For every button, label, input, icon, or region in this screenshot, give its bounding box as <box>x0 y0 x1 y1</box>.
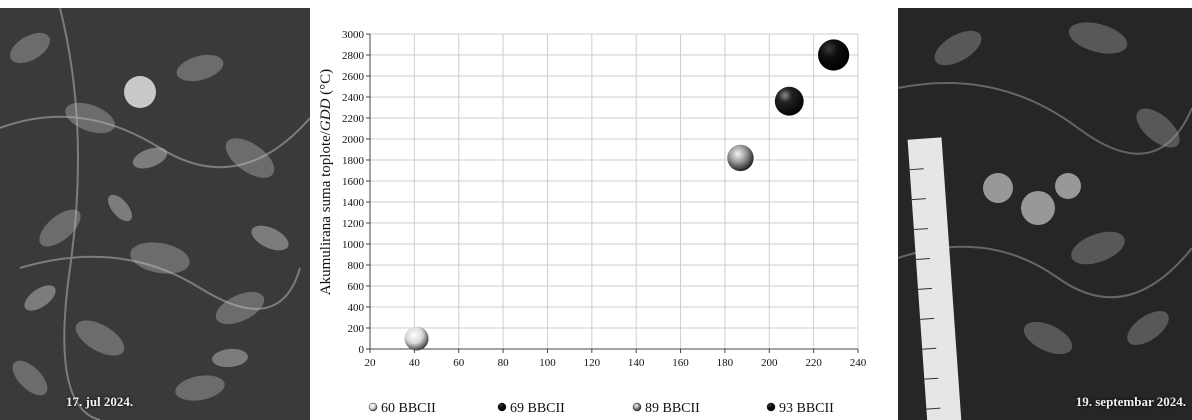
y-tick-label: 0 <box>359 344 365 356</box>
legend-marker-3 <box>632 402 642 412</box>
x-tick-label: 140 <box>628 357 645 369</box>
y-tick-label: 2200 <box>342 113 365 125</box>
y-tick-label: 2800 <box>342 50 365 62</box>
axes <box>366 33 859 353</box>
y-tick-label: 3000 <box>342 29 365 41</box>
data-points <box>404 39 850 351</box>
y-tick-label: 800 <box>348 260 365 272</box>
data-point-3 <box>774 86 804 116</box>
x-tick-label: 200 <box>761 357 778 369</box>
x-tick-label: 20 <box>365 357 377 369</box>
y-tick-label: 1000 <box>342 239 365 251</box>
x-tick-label: 40 <box>409 357 421 369</box>
y-tick-label: 400 <box>348 302 365 314</box>
legend-marker-4 <box>766 402 776 412</box>
y-tick-label: 1800 <box>342 155 365 167</box>
photo-left-caption: 17. jul 2024. <box>66 394 134 409</box>
photo-right-caption: 19. septembar 2024. <box>1075 394 1186 409</box>
x-tick-labels: 20 40 60 80 100 120 140 160 180 200 220 240 <box>365 357 867 369</box>
y-tick-labels: 0 200 400 600 800 1000 1200 1400 1600 1800 2000 220… <box>342 29 365 356</box>
legend: 60 BBCII 69 BBCII 89 BBCII 93 BBCII <box>368 401 834 416</box>
photo-september: 19. septembar 2024. <box>898 8 1192 420</box>
x-tick-label: 180 <box>717 357 734 369</box>
data-point-2 <box>727 144 754 172</box>
photo-july: 17. jul 2024. <box>0 8 310 420</box>
y-tick-label: 2600 <box>342 71 365 83</box>
y-axis-label: Akumulirana suma toplote/GDD (°C) <box>318 69 334 295</box>
legend-label-4: 93 BBCII <box>779 401 834 416</box>
gdd-scatter-chart: 0 200 400 600 800 1000 1200 1400 1600 1800 2000 220… <box>318 29 867 416</box>
x-tick-label: 80 <box>498 357 510 369</box>
legend-label-2: 69 BBCII <box>510 401 565 416</box>
ruler-icon <box>907 137 962 420</box>
legend-label-3: 89 BBCII <box>645 401 700 416</box>
x-tick-label: 120 <box>584 357 601 369</box>
y-tick-label: 1200 <box>342 218 365 230</box>
data-point-1 <box>404 326 429 351</box>
grid-lines <box>369 33 859 350</box>
data-point-4 <box>818 39 850 71</box>
y-tick-label: 2400 <box>342 92 365 104</box>
legend-label-1: 60 BBCII <box>381 401 436 416</box>
y-tick-label: 200 <box>348 323 365 335</box>
y-tick-label: 2000 <box>342 134 365 146</box>
x-tick-label: 240 <box>850 357 867 369</box>
foliage-photo-left <box>0 8 310 420</box>
legend-marker-2 <box>497 402 507 412</box>
foliage-photo-right <box>898 8 1192 420</box>
y-tick-label: 1400 <box>342 197 365 209</box>
x-tick-label: 220 <box>805 357 822 369</box>
x-tick-label: 60 <box>453 357 465 369</box>
legend-marker-1 <box>368 402 378 412</box>
y-tick-label: 600 <box>348 281 365 293</box>
y-tick-label: 1600 <box>342 176 365 188</box>
fruit-icon <box>124 76 156 108</box>
x-tick-label: 100 <box>539 357 556 369</box>
x-tick-label: 160 <box>672 357 689 369</box>
